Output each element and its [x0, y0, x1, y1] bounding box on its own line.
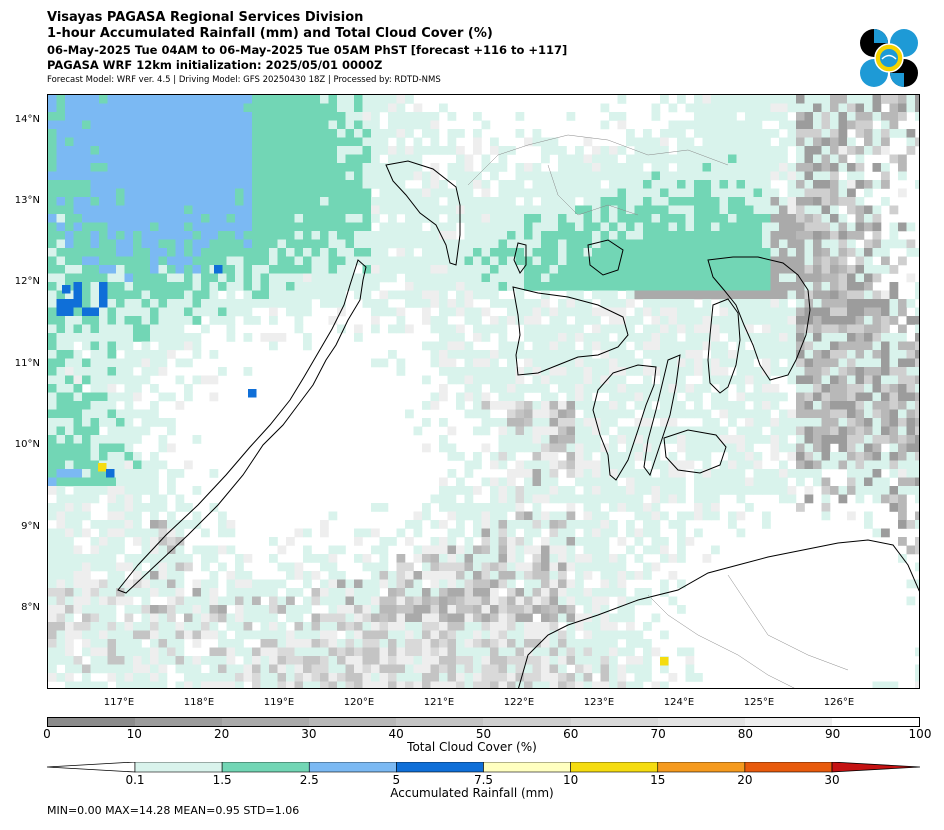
lat-label: 10°N	[14, 439, 40, 450]
rainfall-swatch	[46, 762, 136, 773]
rainfall-swatch	[396, 762, 484, 773]
cloud-cover-label: Total Cloud Cover (%)	[407, 740, 537, 754]
leyte-island	[707, 298, 741, 394]
cloud-cover-colorbar	[47, 717, 920, 727]
valid-time: 06-May-2025 Tue 04AM to 06-May-2025 Tue …	[47, 43, 568, 57]
cloud-cover-tick: 10	[126, 727, 142, 741]
cloud-cover-tick: 90	[825, 727, 841, 741]
cloud-cover-swatch	[396, 718, 484, 726]
rainfall-tick: 2.5	[299, 773, 319, 787]
rainfall-tick: 20	[737, 773, 753, 787]
lat-label: 9°N	[21, 521, 40, 532]
cloud-cover-tick: 80	[737, 727, 754, 741]
rainfall-tick: 10	[562, 773, 579, 787]
lat-label: 13°N	[14, 195, 40, 206]
lon-label: 125°E	[743, 697, 775, 708]
lon-label: 120°E	[343, 697, 375, 708]
negros-island	[592, 364, 657, 481]
lon-label: 122°E	[503, 697, 535, 708]
title-line-2: 1-hour Accumulated Rainfall (mm) and Tot…	[47, 26, 493, 41]
cloud-cover-swatch	[309, 718, 397, 726]
mindanao-coast	[518, 539, 919, 688]
rainfall-tick: 0.1	[125, 773, 145, 787]
cloud-cover-tick: 60	[563, 727, 579, 741]
cloud-cover-swatch	[483, 718, 571, 726]
cloud-cover-tick: 50	[475, 727, 492, 741]
model-info: Forecast Model: WRF ver. 4.5 | Driving M…	[47, 75, 441, 85]
masbate-island	[587, 239, 624, 276]
cloud-cover-swatch	[135, 718, 223, 726]
rainfall-swatch	[221, 762, 310, 773]
palawan-island	[117, 259, 367, 594]
cebu-island	[643, 354, 681, 477]
samar-island	[707, 256, 811, 381]
lon-label: 121°E	[423, 697, 455, 708]
rainfall-tick: 30	[824, 773, 840, 787]
init-time: PAGASA WRF 12km initialization: 2025/05/…	[47, 58, 383, 72]
panay-island	[512, 286, 629, 376]
lon-label: 124°E	[663, 697, 695, 708]
cloud-cover-tick: 30	[301, 727, 317, 741]
coastlines	[117, 160, 919, 688]
cloud-cover-tick: 0	[43, 727, 51, 741]
cloud-cover-swatch	[657, 718, 745, 726]
province-borders	[467, 134, 849, 688]
tablas-island	[513, 242, 527, 274]
lon-label: 117°E	[103, 697, 135, 708]
cloud-cover-swatch	[744, 718, 832, 726]
cloud-rain-grid	[48, 95, 919, 688]
lon-label: 126°E	[823, 697, 855, 708]
rainfall-tick: 7.5	[473, 773, 494, 787]
cloud-cover-tick: 100	[908, 727, 932, 741]
rainfall-colorbar	[46, 762, 921, 773]
pagasa-logo-icon	[860, 29, 918, 87]
lat-label: 14°N	[14, 114, 40, 125]
rainfall-swatch	[308, 762, 397, 773]
lat-label: 11°N	[14, 358, 40, 369]
cloud-cover-tick: 20	[213, 727, 230, 741]
lon-label: 123°E	[583, 697, 615, 708]
rainfall-swatch	[570, 762, 659, 773]
statistics-line: MIN=0.00 MAX=14.28 MEAN=0.95 STD=1.06	[47, 804, 300, 817]
bohol-island	[663, 429, 727, 474]
rainfall-swatch	[483, 762, 571, 773]
rainfall-swatch	[831, 762, 921, 773]
cloud-cover-tick: 40	[388, 727, 404, 741]
forecast-map	[47, 94, 920, 689]
rainfall-tick: 15	[650, 773, 666, 787]
lat-label: 8°N	[21, 602, 40, 613]
map-canvas	[48, 95, 919, 688]
cloud-cover-swatch	[48, 718, 136, 726]
lon-label: 119°E	[263, 697, 295, 708]
rainfall-tick: 1.5	[212, 773, 232, 787]
cloud-cover-swatch	[831, 718, 919, 726]
cloud-cover-swatch	[570, 718, 658, 726]
rainfall-tick: 5	[392, 773, 401, 787]
lat-label: 12°N	[14, 276, 40, 287]
rainfall-swatch	[134, 762, 223, 773]
title-line-1: Visayas PAGASA Regional Services Divisio…	[47, 10, 364, 25]
lon-label: 118°E	[183, 697, 215, 708]
cloud-cover-tick: 70	[650, 727, 666, 741]
mindoro-island	[385, 160, 461, 266]
rainfall-label: Accumulated Rainfall (mm)	[390, 786, 554, 800]
rainfall-swatch	[657, 762, 746, 773]
cloud-cover-swatch	[222, 718, 310, 726]
rainfall-swatch	[744, 762, 833, 773]
